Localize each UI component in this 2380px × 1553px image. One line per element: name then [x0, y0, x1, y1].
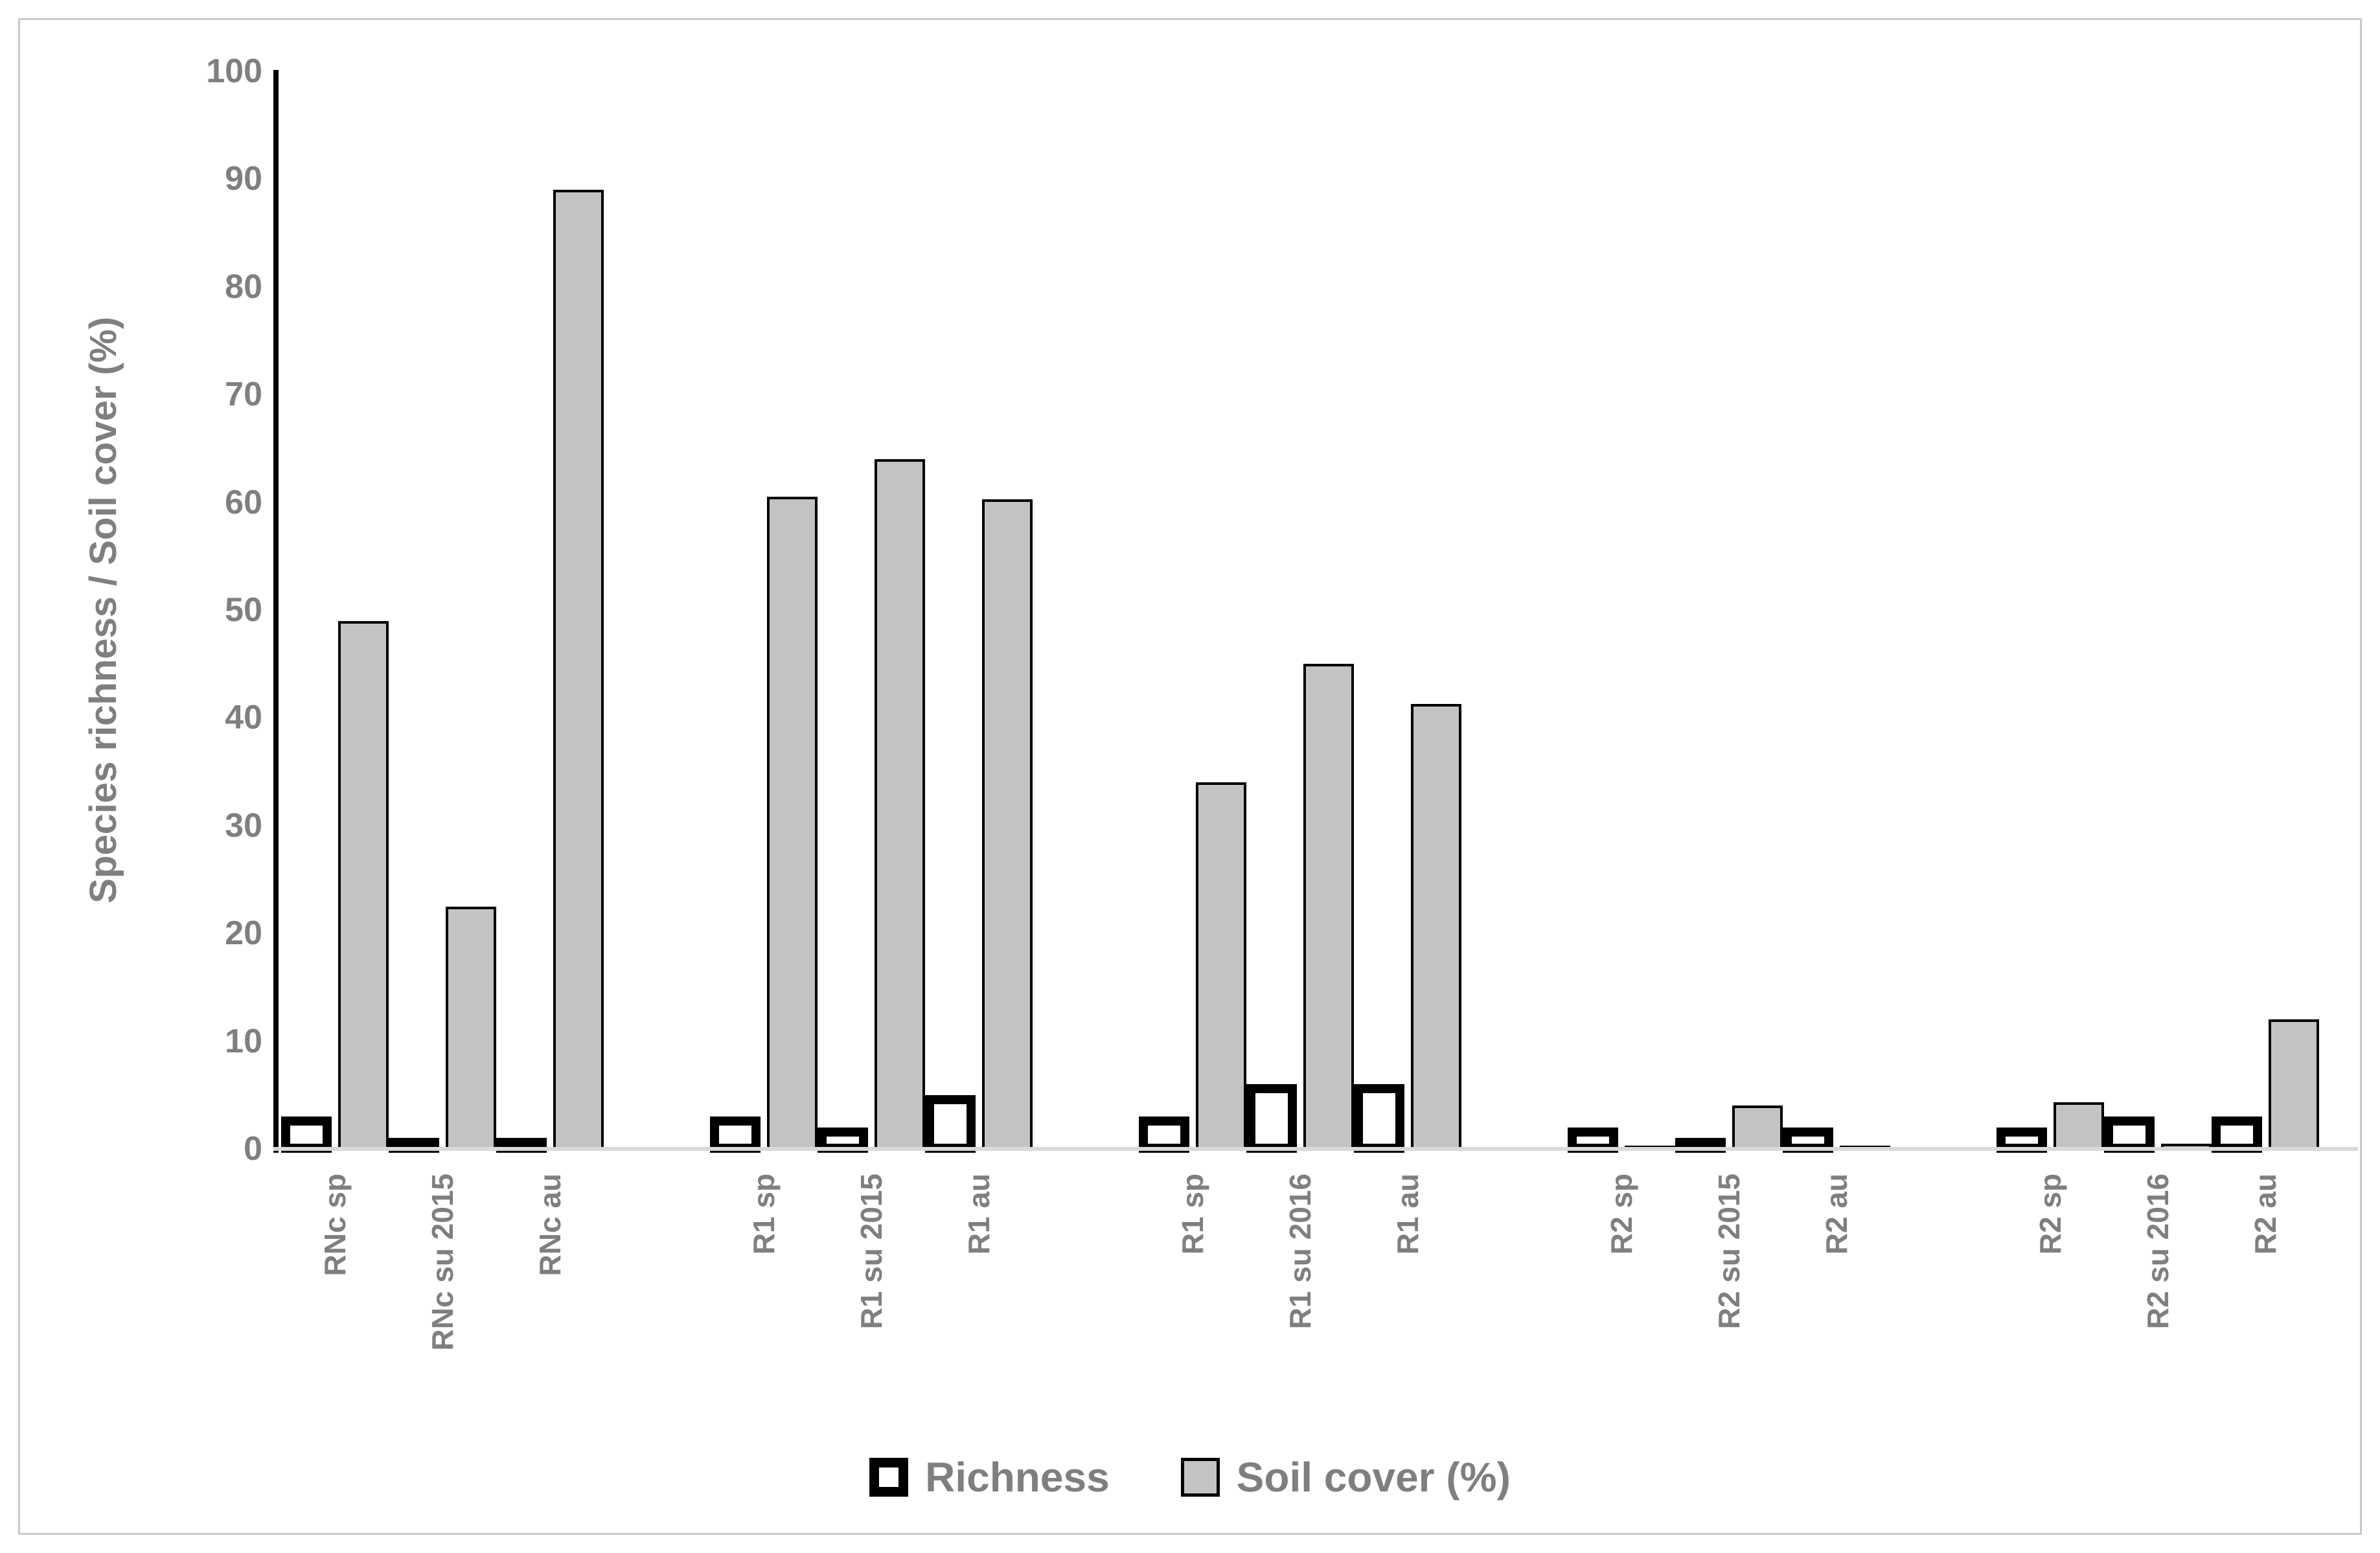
- richness-bar-fill: [1148, 1126, 1180, 1144]
- y-axis-tick-label: 70: [225, 376, 262, 414]
- y-axis-tick-label: 100: [206, 52, 262, 90]
- figure-border: [18, 18, 2362, 1535]
- soil-cover-bar: [446, 907, 496, 1151]
- soil-cover-bar: [2054, 1102, 2104, 1151]
- richness-bar: [2212, 1117, 2262, 1153]
- x-axis-label: R1 su 2015: [854, 1173, 888, 1330]
- x-axis-label: RNc au: [533, 1173, 567, 1276]
- richness-bar-fill: [290, 1126, 323, 1144]
- richness-bar: [1246, 1084, 1297, 1153]
- soil-cover-bar: [875, 459, 925, 1151]
- y-axis-tick-label: 50: [225, 591, 262, 629]
- x-axis-label: R2 au: [1820, 1173, 1853, 1255]
- soil-cover-bar: [2269, 1019, 2319, 1151]
- y-axis-tick-label: 0: [244, 1130, 262, 1168]
- x-axis-label: R1 au: [962, 1173, 996, 1255]
- richness-bar-fill: [1792, 1137, 1824, 1144]
- x-axis-label: R2 su 2015: [1712, 1173, 1746, 1330]
- richness-swatch-icon: [869, 1458, 909, 1497]
- x-axis-label: R1 sp: [1176, 1173, 1209, 1255]
- richness-bar-fill: [1363, 1093, 1395, 1144]
- richness-bar-fill: [1577, 1137, 1609, 1144]
- richness-bar-fill: [2113, 1126, 2145, 1144]
- x-axis-label: R2 au: [2248, 1173, 2282, 1255]
- richness-bar-fill: [934, 1104, 967, 1144]
- richness-bar: [925, 1095, 976, 1153]
- y-axis-tick-label: 30: [225, 806, 262, 845]
- x-axis-label: R1 sp: [747, 1173, 781, 1255]
- x-axis-label: R2 sp: [2033, 1173, 2067, 1255]
- richness-bar-fill: [2006, 1137, 2038, 1144]
- richness-bar-fill: [719, 1126, 751, 1144]
- soil-cover-bar: [982, 499, 1033, 1151]
- richness-bar: [2104, 1117, 2155, 1153]
- y-axis-tick-label: 90: [225, 160, 262, 198]
- soil-cover-swatch-icon: [1180, 1458, 1220, 1497]
- richness-bar: [1354, 1084, 1404, 1153]
- richness-bar-fill: [2221, 1126, 2253, 1144]
- soil-cover-bar: [1196, 782, 1246, 1151]
- soil-cover-bar: [1303, 664, 1354, 1151]
- x-axis-baseline: [273, 1147, 2358, 1151]
- y-axis-tick-label: 10: [225, 1022, 262, 1060]
- legend-label-soil-cover: Soil cover (%): [1236, 1454, 1511, 1501]
- y-axis-tick-label: 40: [225, 699, 262, 737]
- richness-bar: [710, 1117, 761, 1153]
- x-axis-label: R2 su 2016: [2141, 1173, 2175, 1330]
- soil-cover-bar: [553, 190, 604, 1151]
- y-axis-tick-label: 80: [225, 267, 262, 306]
- richness-bar: [1139, 1117, 1189, 1153]
- y-axis-tick-label: 20: [225, 914, 262, 953]
- soil-cover-bar: [767, 497, 818, 1151]
- x-axis-label: RNc su 2015: [426, 1173, 459, 1351]
- legend-item-richness: Richness: [869, 1454, 1110, 1501]
- x-axis-label: R1 au: [1391, 1173, 1425, 1255]
- soil-cover-bar: [1411, 704, 1461, 1151]
- richness-bar-fill: [1255, 1093, 1288, 1144]
- richness-bar-fill: [827, 1137, 859, 1144]
- x-axis-label: R2 sp: [1605, 1173, 1638, 1255]
- richness-bar: [281, 1117, 332, 1153]
- soil-cover-bar: [338, 621, 389, 1151]
- legend-label-richness: Richness: [925, 1454, 1110, 1501]
- y-axis-line: [273, 70, 279, 1153]
- x-axis-label: R1 su 2016: [1283, 1173, 1317, 1330]
- soil-cover-bar: [1732, 1105, 1783, 1151]
- legend-item-soil-cover: Soil cover (%): [1180, 1454, 1511, 1501]
- x-axis-label: RNc sp: [318, 1173, 352, 1276]
- legend: Richness Soil cover (%): [0, 1454, 2380, 1501]
- y-axis-tick-label: 60: [225, 483, 262, 521]
